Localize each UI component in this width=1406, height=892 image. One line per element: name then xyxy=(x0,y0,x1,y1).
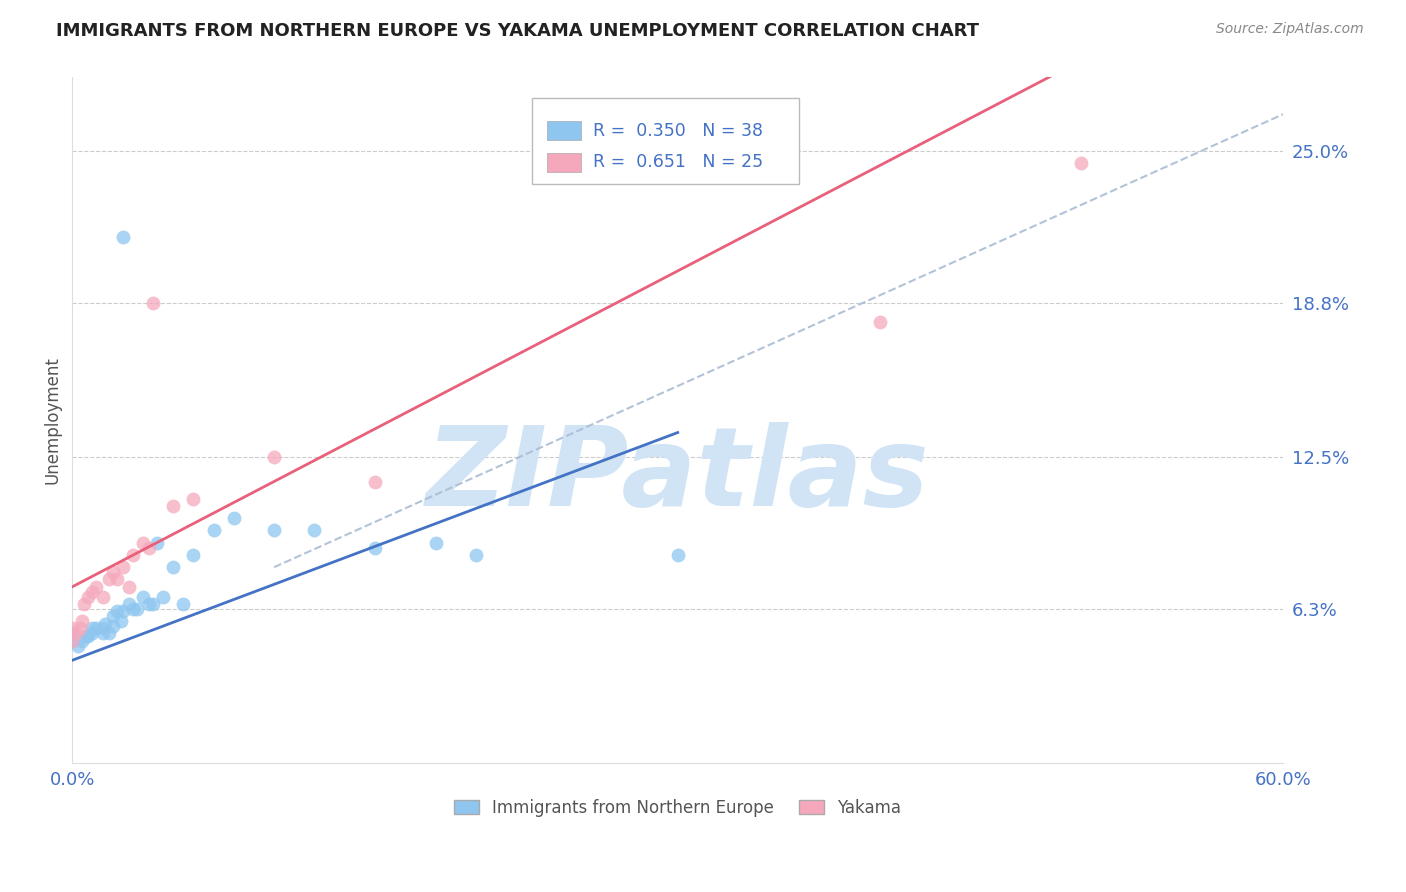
Point xyxy=(162,560,184,574)
FancyBboxPatch shape xyxy=(547,153,581,172)
Point xyxy=(183,548,205,562)
Point xyxy=(72,633,94,648)
Point xyxy=(111,229,134,244)
Point xyxy=(364,541,387,555)
Text: IMMIGRANTS FROM NORTHERN EUROPE VS YAKAMA UNEMPLOYMENT CORRELATION CHART: IMMIGRANTS FROM NORTHERN EUROPE VS YAKAM… xyxy=(56,22,979,40)
Point xyxy=(77,629,100,643)
Point xyxy=(60,626,83,640)
Point xyxy=(93,616,115,631)
Point xyxy=(125,602,148,616)
Point xyxy=(91,626,114,640)
Point xyxy=(69,622,91,636)
Point xyxy=(222,511,245,525)
Point xyxy=(73,597,96,611)
Y-axis label: Unemployment: Unemployment xyxy=(44,356,60,484)
Point xyxy=(121,602,143,616)
Text: ZIPatlas: ZIPatlas xyxy=(426,422,929,529)
Point xyxy=(425,535,447,549)
Point xyxy=(86,622,108,636)
Point xyxy=(464,548,486,562)
Point xyxy=(60,633,83,648)
Point xyxy=(86,580,108,594)
Point xyxy=(101,565,124,579)
Point xyxy=(105,604,128,618)
Point xyxy=(77,590,100,604)
Legend: Immigrants from Northern Europe, Yakama: Immigrants from Northern Europe, Yakama xyxy=(447,792,908,823)
Point xyxy=(152,590,174,604)
Text: Source: ZipAtlas.com: Source: ZipAtlas.com xyxy=(1216,22,1364,37)
Point xyxy=(263,450,285,464)
FancyBboxPatch shape xyxy=(547,121,581,140)
Point xyxy=(111,604,134,618)
Point xyxy=(869,315,891,329)
Text: R =  0.651   N = 25: R = 0.651 N = 25 xyxy=(593,153,763,171)
Point xyxy=(97,573,120,587)
Point xyxy=(304,524,326,538)
Point xyxy=(132,535,155,549)
Point xyxy=(172,597,194,611)
Point xyxy=(110,614,132,628)
Point xyxy=(67,639,90,653)
Point xyxy=(82,584,104,599)
Point xyxy=(72,614,94,628)
FancyBboxPatch shape xyxy=(533,98,799,184)
Point xyxy=(118,580,141,594)
Point xyxy=(82,626,104,640)
Point xyxy=(162,499,184,513)
Point xyxy=(105,573,128,587)
Point xyxy=(101,609,124,624)
Text: R =  0.350   N = 38: R = 0.350 N = 38 xyxy=(593,121,763,139)
Point xyxy=(91,590,114,604)
Point xyxy=(60,622,83,636)
Point xyxy=(60,633,83,648)
Point xyxy=(202,524,225,538)
Point xyxy=(666,548,689,562)
Point xyxy=(82,622,104,636)
Point xyxy=(142,597,165,611)
Point xyxy=(183,491,205,506)
Point xyxy=(118,597,141,611)
Point xyxy=(138,597,160,611)
Point xyxy=(65,626,87,640)
Point xyxy=(138,541,160,555)
Point xyxy=(111,560,134,574)
Point xyxy=(91,622,114,636)
Point xyxy=(142,295,165,310)
Point xyxy=(364,475,387,489)
Point xyxy=(101,619,124,633)
Point xyxy=(263,524,285,538)
Point xyxy=(132,590,155,604)
Point xyxy=(1070,156,1092,170)
Point xyxy=(121,548,143,562)
Point xyxy=(97,626,120,640)
Point xyxy=(75,629,97,643)
Point xyxy=(146,535,169,549)
